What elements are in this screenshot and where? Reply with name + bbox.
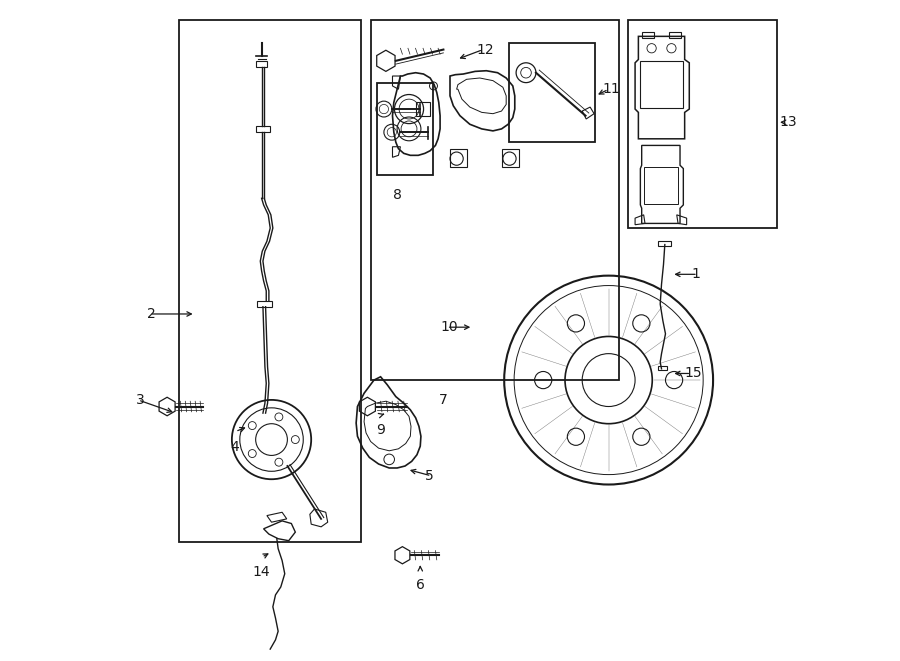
Text: 14: 14 [253,565,270,579]
Text: 10: 10 [440,320,458,334]
Text: 2: 2 [147,307,156,321]
Text: 13: 13 [779,115,796,130]
Bar [509,43,596,142]
Text: 1: 1 [691,267,700,282]
Text: 15: 15 [685,366,702,381]
Text: 8: 8 [392,188,401,202]
Bar [377,83,434,175]
Text: 11: 11 [602,82,620,97]
Bar [628,20,778,228]
Text: 4: 4 [230,440,239,453]
Text: 7: 7 [439,393,448,407]
Bar [371,20,618,380]
Text: 12: 12 [476,42,494,57]
Text: 3: 3 [136,393,145,407]
Text: 6: 6 [416,578,425,592]
Bar [179,20,361,542]
Text: 9: 9 [376,423,385,437]
Text: 5: 5 [425,469,434,483]
